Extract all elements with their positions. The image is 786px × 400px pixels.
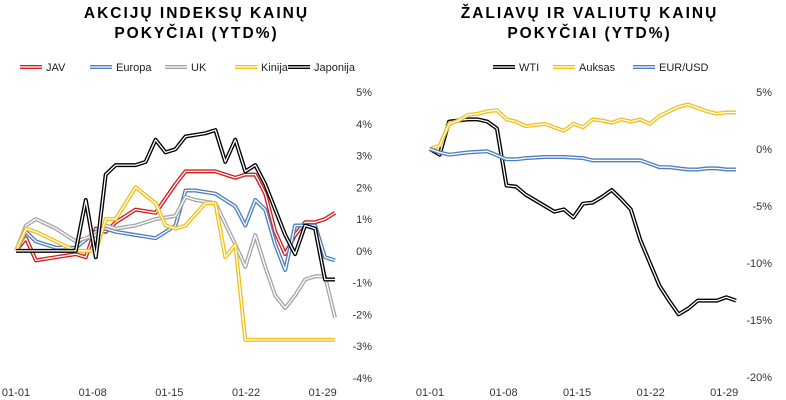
commodity-legend-label: Auksas [579,62,616,74]
equity-y-tick-label: 2% [356,182,372,194]
equity-legend-item-japonija: Japonija [288,62,356,74]
equity-x-tick-label: 01-22 [232,387,260,399]
commodity-x-tick-label: 01-01 [416,387,444,399]
commodity-x-tick-label: 01-29 [710,387,738,399]
equity-legend-label: UK [191,62,207,74]
commodity-chart-title-line-2: POKYČIAI (YTD%) [507,25,672,42]
commodity-y-tick-label: -5% [752,201,772,213]
equity-y-tick-label: -4% [352,373,372,385]
equity-chart-title-line-1: AKCIJŲ INDEKSŲ KAINŲ [83,5,310,22]
commodity-series-wti-line [428,117,737,317]
equity-legend-label: Kinija [261,62,289,74]
commodity-legend-item-auksas: Auksas [553,62,616,74]
equity-legend-item-kinija: Kinija [235,62,289,74]
equity-legend-item-uk: UK [165,62,207,74]
equity-chart-title-line-2: POKYČIAI (YTD%) [114,25,279,42]
equity-chart-panel: AKCIJŲ INDEKSŲ KAINŲ POKYČIAI (YTD%) 5% 4… [2,5,372,399]
equity-chart-svg: 5% 4% 3% 2% 1% 0% -1% -2% -3% -4% 01-01 01-08 01-15 0… [2,62,372,399]
commodity-series-auksas-line [429,102,736,151]
commodity-y-tick-label: 5% [756,87,772,99]
equity-y-tick-label: -1% [352,278,372,290]
equity-x-tick-label: 01-01 [2,387,30,399]
equity-x-tick-label: 01-29 [309,387,337,399]
equity-legend-label: JAV [46,62,66,74]
commodity-chart-svg: 5% 0% -5% -10% -15% -20% 01-01 01-08 01-15 01-22 0… [416,62,772,399]
commodity-y-tick-label: 0% [756,144,772,156]
commodity-x-tick-label: 01-15 [563,387,591,399]
equity-series-japonija-line [16,128,335,282]
equity-y-tick-label: 4% [356,119,372,131]
commodity-y-tick-label: -20% [746,372,772,384]
equity-y-tick-label: 5% [356,87,372,99]
commodity-legend-label: WTI [519,62,539,74]
equity-legend-item-jav: JAV [20,62,66,74]
commodity-y-tick-label: -10% [746,258,772,270]
equity-y-tick-label: -2% [352,309,372,321]
equity-y-tick-label: -3% [352,341,372,353]
equity-y-tick-label: 1% [356,214,372,226]
equity-y-tick-label: 0% [356,246,372,258]
commodity-x-tick-label: 01-08 [489,387,517,399]
equity-x-tick-label: 01-15 [155,387,183,399]
commodity-series-eur-usd-line [429,147,736,172]
equity-y-tick-label: 3% [356,151,372,163]
equity-legend-item-europa: Europa [90,62,152,74]
commodity-chart-title-line-1: ŽALIAVŲ IR VALIUTŲ KAINŲ [460,5,719,22]
commodity-x-tick-label: 01-22 [637,387,665,399]
equity-x-tick-label: 01-08 [79,387,107,399]
commodity-y-tick-label: -15% [746,315,772,327]
commodity-legend-label: EUR/USD [659,62,709,74]
equity-legend-label: Europa [116,62,152,74]
commodity-legend-item-wti: WTI [493,62,539,74]
commodity-legend-item-eur-usd: EUR/USD [633,62,709,74]
commodity-fx-chart-panel: ŽALIAVŲ IR VALIUTŲ KAINŲ POKYČIAI (YTD%)… [393,0,786,400]
equity-legend-label: Japonija [314,62,356,74]
